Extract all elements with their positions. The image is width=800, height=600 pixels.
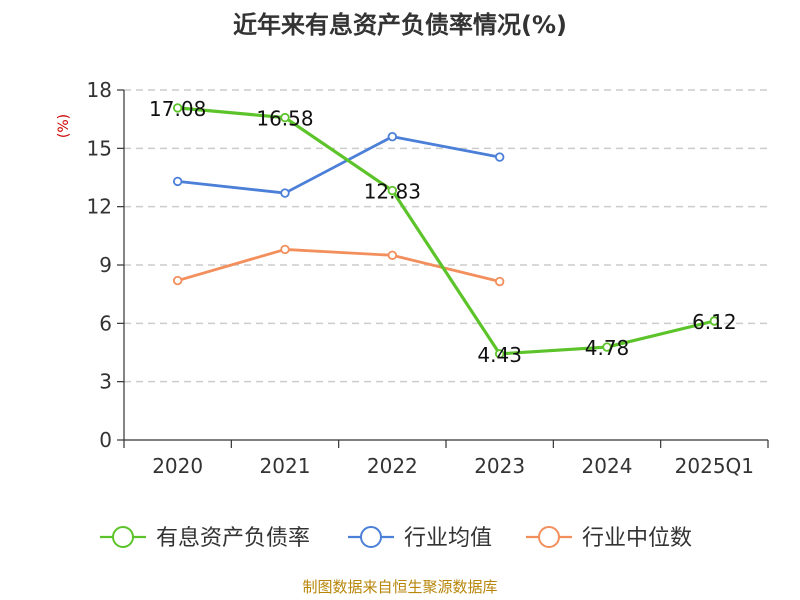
series-1 xyxy=(172,131,505,198)
y-tick-label: 0 xyxy=(99,428,112,452)
data-point xyxy=(280,244,290,255)
data-point xyxy=(387,250,398,260)
data-point xyxy=(280,112,290,123)
legend-item[interactable]: 行业中位数 xyxy=(526,526,692,551)
legend-item[interactable]: 行业均值 xyxy=(348,526,492,551)
series-line xyxy=(176,248,502,283)
legend-marker-icon xyxy=(538,526,560,548)
data-label: 17.08 xyxy=(149,97,206,121)
grid-lines xyxy=(124,89,768,383)
legend-marker-icon xyxy=(112,526,134,548)
data-label: 4.43 xyxy=(477,343,522,367)
y-tick-label: 18 xyxy=(87,78,112,102)
y-tick-label: 9 xyxy=(99,253,112,277)
data-point xyxy=(602,342,612,352)
data-point xyxy=(494,276,505,287)
data-point xyxy=(172,176,183,187)
data-point xyxy=(494,349,505,359)
data-point xyxy=(172,103,183,113)
data-point xyxy=(172,275,183,286)
data-point xyxy=(387,131,398,142)
x-tick-label: 2024 xyxy=(582,454,633,478)
y-tick-label: 3 xyxy=(99,370,112,394)
source-note: 制图数据来自恒生聚源数据库 xyxy=(302,578,497,596)
legend-marker-icon xyxy=(360,526,382,548)
x-tick-label: 2021 xyxy=(260,454,311,478)
data-point xyxy=(387,185,398,196)
x-tick-label: 2023 xyxy=(474,454,525,478)
legend-label: 行业中位数 xyxy=(582,526,692,551)
y-axis-unit-label: (%) xyxy=(56,114,72,138)
data-point xyxy=(494,152,505,162)
data-label: 12.83 xyxy=(364,180,421,204)
x-tick-label: 2025Q1 xyxy=(675,454,754,478)
x-tick-label: 2022 xyxy=(367,454,418,478)
chart-title: 近年来有息资产负债率情况(%) xyxy=(233,11,567,39)
series-line xyxy=(176,106,716,356)
data-point xyxy=(709,316,720,326)
axes: 0 3 6 9 12 15 18 2020 2021 2022 2023 2024 2025Q1 xyxy=(87,78,769,478)
data-labels: 17.08 16.58 12.83 4.43 4.78 6.12 xyxy=(149,97,737,367)
series-0 xyxy=(172,103,720,359)
legend-label: 行业均值 xyxy=(404,526,492,551)
y-tick-label: 12 xyxy=(87,195,112,219)
legend: 有息资产负债率 行业均值 行业中位数 xyxy=(100,526,692,551)
series-layer xyxy=(172,103,720,359)
data-label: 4.78 xyxy=(585,336,630,360)
y-tick-label: 6 xyxy=(99,311,112,335)
legend-label: 有息资产负债率 xyxy=(156,526,310,551)
series-2 xyxy=(172,244,505,287)
data-label: 16.58 xyxy=(256,107,313,131)
legend-item[interactable]: 有息资产负债率 xyxy=(100,526,310,551)
series-line xyxy=(176,135,502,195)
y-tick-label: 15 xyxy=(87,136,112,160)
x-tick-label: 2020 xyxy=(152,454,203,478)
data-point xyxy=(280,188,290,198)
data-label: 6.12 xyxy=(692,310,737,334)
